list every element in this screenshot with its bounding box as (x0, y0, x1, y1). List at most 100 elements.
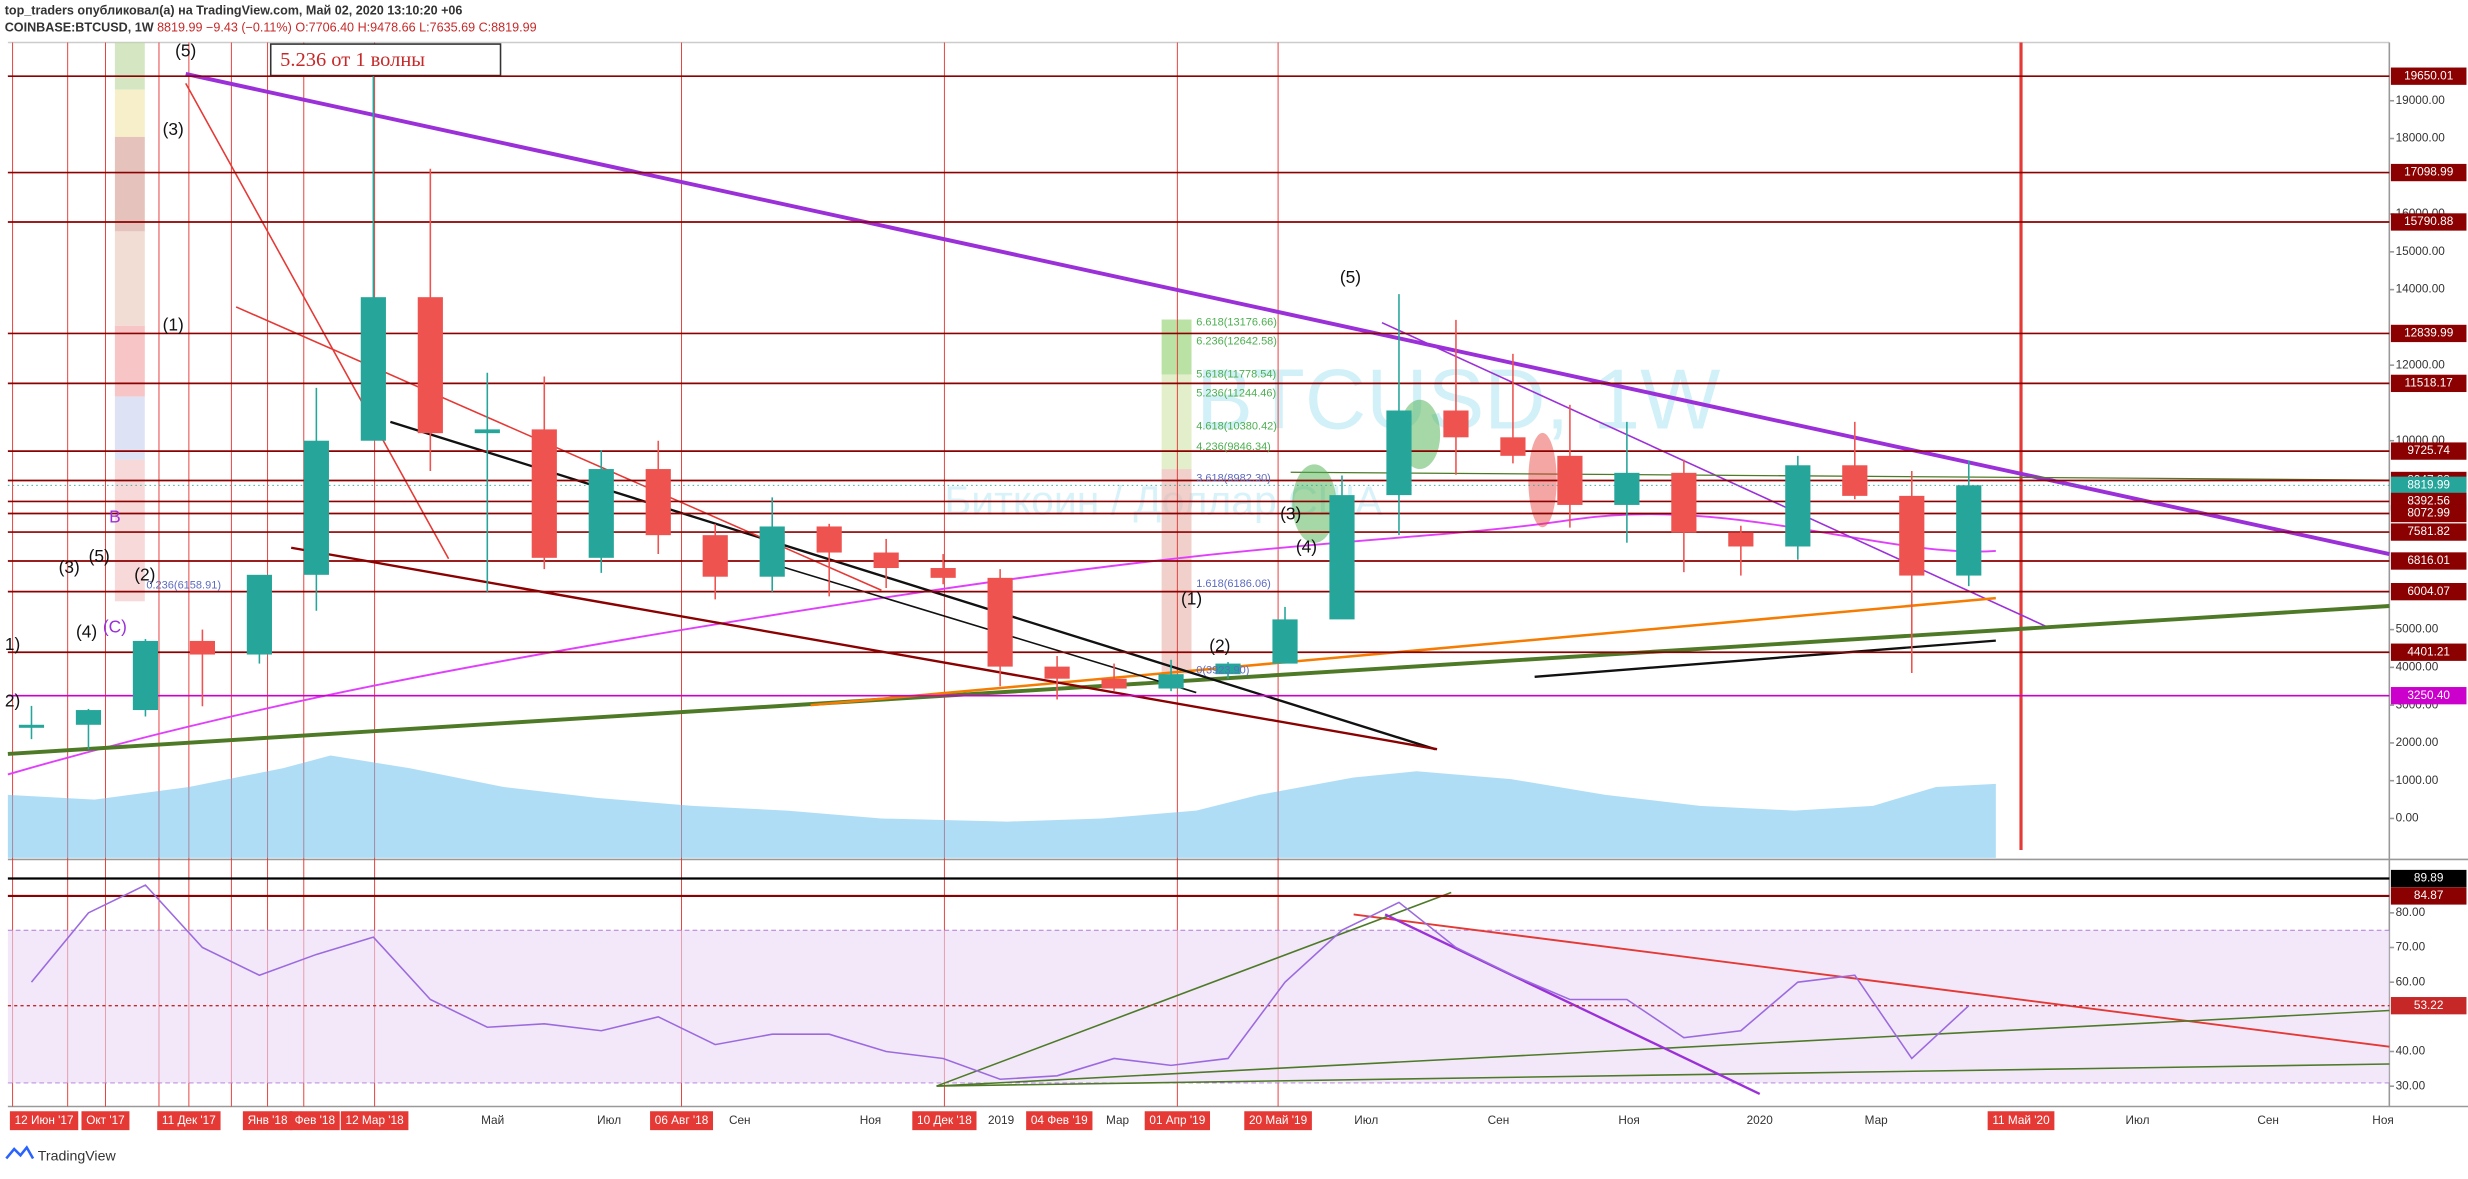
level-label-box (2390, 583, 2467, 601)
wave-label: (1) (163, 314, 184, 334)
x-tick-label: Мар (1865, 1113, 1889, 1127)
low: L:7635.69 (419, 21, 475, 35)
fib-label: 0.236(6158.91) (146, 579, 221, 591)
x-tick-box (1144, 1111, 1211, 1131)
x-tick-label: 11 Дек '17 (162, 1113, 216, 1127)
level-label-box (2390, 213, 2467, 231)
x-tick-label: 04 Фев '19 (1031, 1113, 1088, 1127)
x-tick-label: 11 Май '20 (1992, 1113, 2050, 1127)
rsi-level-box (2390, 887, 2467, 905)
candle-body (1557, 455, 1583, 505)
candle-body (1728, 532, 1754, 547)
candle-body (1443, 410, 1469, 438)
rsi-trend-lines (936, 891, 2390, 1095)
rsi-tick-label: 40.00 (2396, 1044, 2426, 1058)
level-label-box (2390, 374, 2467, 393)
last: 8819.99 (157, 21, 202, 35)
x-tick-label: Сен (729, 1113, 751, 1127)
candle-body (1785, 465, 1811, 547)
x-tick-box (340, 1111, 409, 1131)
x-tick-label: 12 Июн '17 (15, 1113, 74, 1127)
level-label: 6004.07 (2407, 584, 2450, 598)
x-tick-label: Май (481, 1113, 504, 1127)
x-tick-box (1026, 1111, 1093, 1131)
level-label: 17098.99 (2404, 165, 2453, 179)
x-tick-label: Ноя (1618, 1113, 1639, 1127)
rsi-tick-label: 70.00 (2396, 940, 2426, 954)
level-label-box (2390, 324, 2467, 343)
candle-body (474, 429, 500, 434)
candle-body (75, 710, 102, 725)
x-tick-label: Окт '17 (86, 1113, 125, 1127)
level-label-box (2390, 67, 2467, 85)
level-label-box (2390, 687, 2467, 705)
wave-label: 2) (5, 691, 20, 711)
wave-label: (C) (103, 617, 127, 637)
wave-label: (5) (89, 546, 110, 566)
trend-lines (7, 72, 2390, 776)
x-tick-box (912, 1111, 977, 1131)
level-label: 8392.56 (2407, 494, 2450, 508)
candle-body (1899, 495, 1925, 576)
x-tick-label: 06 Авг '18 (655, 1113, 709, 1127)
fib-label: 5.236(11244.46) (1196, 387, 1276, 399)
x-tick-label: Сен (1488, 1113, 1510, 1127)
level-label: 4401.21 (2407, 644, 2450, 658)
rsi-level-label: 84.87 (2414, 888, 2444, 902)
x-tick-label: Фев '18 (295, 1113, 336, 1127)
logo (5, 1145, 35, 1160)
wave-label: (3) (59, 557, 80, 577)
candle-body (18, 724, 45, 728)
level-label: 8072.99 (2407, 506, 2450, 520)
level-label-box (2390, 552, 2467, 570)
author-line: top_traders опубликовал(а) на TradingVie… (5, 3, 463, 17)
candle-body (1842, 465, 1868, 496)
candle-body (1158, 674, 1184, 689)
x-tick-box (1987, 1111, 2055, 1131)
level-label: 8819.99 (2407, 477, 2450, 491)
candle-body (189, 640, 216, 655)
rsi-level-box (2390, 869, 2467, 888)
level-label: 7581.82 (2407, 524, 2450, 538)
wave-label: (5) (175, 41, 196, 61)
x-tick-box (289, 1111, 340, 1131)
candle-body (246, 574, 272, 655)
x-tick-label: 01 Апр '19 (1149, 1113, 1205, 1127)
wave-label: (3) (1280, 503, 1301, 523)
candle-body (1956, 485, 1982, 576)
candle-body (303, 440, 329, 575)
rsi-tick-label: 60.00 (2396, 974, 2426, 988)
fib-label: 5.618(11778.54) (1196, 369, 1276, 381)
y-tick-label: 18000.00 (2396, 131, 2446, 145)
volume-area (7, 755, 1996, 858)
x-tick-label: Июл (1354, 1113, 1378, 1127)
symbol-line: COINBASE:BTCUSD, 1W 8819.99 −9.43 (−0.11… (5, 21, 537, 35)
rsi-level-label: 89.89 (2414, 871, 2444, 885)
level-label-box (2390, 163, 2467, 182)
close: C:8819.99 (479, 21, 537, 35)
level-label: 3250.40 (2407, 688, 2450, 702)
x-tick-label: Сен (2257, 1113, 2279, 1127)
rsi-band (7, 930, 2390, 1083)
x-tick-label: Янв '18 (248, 1113, 288, 1127)
y-tick-label: 19000.00 (2396, 93, 2446, 107)
candle-body (1215, 663, 1241, 675)
rsi-line (30, 884, 1970, 1081)
level-label: 15790.88 (2404, 214, 2454, 228)
level-label: 12839.99 (2404, 326, 2453, 340)
candle-body (1500, 437, 1526, 456)
rsi-level-label: 53.22 (2414, 998, 2444, 1012)
y-tick-label: 12000.00 (2396, 357, 2446, 371)
x-tick-label: 2020 (1747, 1113, 1774, 1127)
x-tick-label: Ноя (860, 1113, 881, 1127)
candle-body (702, 535, 728, 577)
annotation: 5.236 от 1 волны (280, 49, 425, 71)
fib-label: 4.618(10380.42) (1196, 420, 1277, 432)
symbol: COINBASE:BTCUSD, 1W (5, 21, 154, 35)
level-label-box (2390, 523, 2467, 541)
y-tick-label: 1000.00 (2396, 773, 2439, 787)
fib-label: 6.236(12642.58) (1196, 335, 1277, 347)
